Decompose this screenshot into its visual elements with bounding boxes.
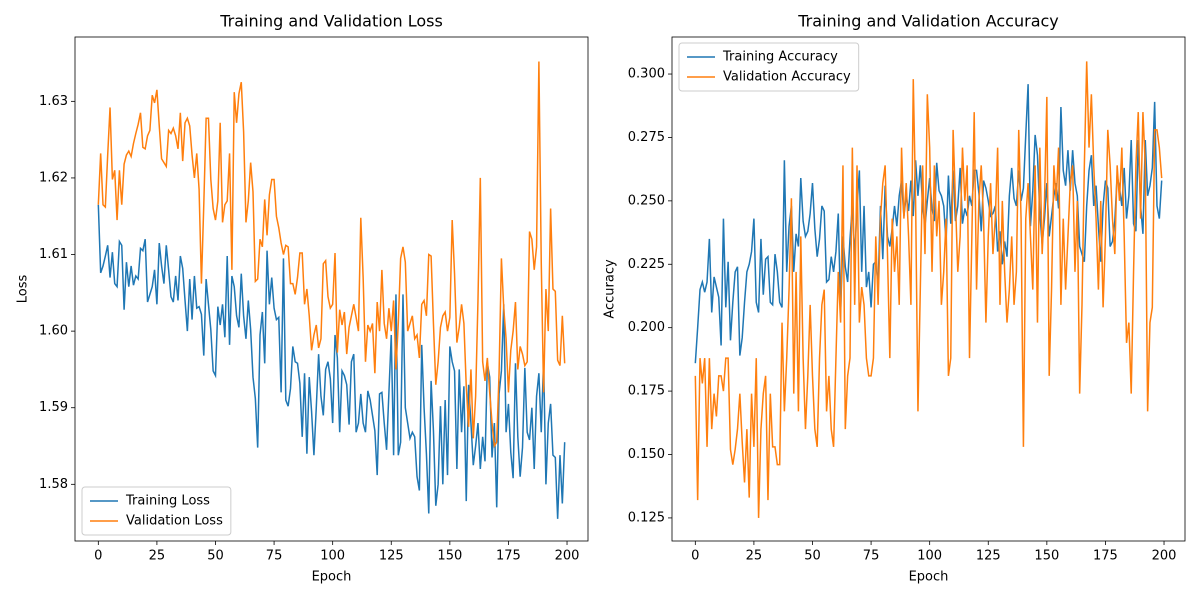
data-line [97, 204, 566, 519]
axes-frame [671, 36, 1186, 542]
legend-label: Validation Accuracy [723, 70, 851, 85]
y-tick-label: 0.225 [628, 257, 665, 272]
legend-label: Validation Loss [126, 514, 223, 529]
y-tick-label: 1.62 [39, 170, 68, 185]
x-tick-label: 125 [379, 549, 404, 564]
x-tick-label: 75 [863, 549, 880, 564]
x-tick-label: 25 [149, 549, 166, 564]
x-tick-label: 200 [555, 549, 580, 564]
x-axis-label: Epoch [312, 570, 352, 585]
x-tick-label: 150 [437, 549, 462, 564]
y-axis-label: Accuracy [603, 259, 618, 319]
x-tick-label: 175 [496, 549, 521, 564]
x-tick-label: 50 [207, 549, 224, 564]
x-tick-label: 0 [691, 549, 699, 564]
y-tick-label: 0.200 [628, 320, 665, 335]
legend-label: Training Loss [125, 494, 210, 509]
x-tick-label: 150 [1034, 549, 1059, 564]
x-tick-label: 175 [1093, 549, 1118, 564]
y-tick-label: 0.300 [628, 67, 665, 82]
chart-title: Training and Validation Accuracy [797, 12, 1059, 31]
data-line [694, 61, 1163, 518]
legend: Training Accuracy Validation Accuracy [678, 42, 860, 92]
x-tick-label: 100 [917, 549, 942, 564]
subplot: Training and Validation Accuracy Epoch Acc… [603, 12, 1186, 585]
y-tick-label: 1.59 [39, 400, 68, 415]
y-tick-label: 1.58 [39, 477, 68, 492]
x-tick-label: 50 [804, 549, 821, 564]
y-tick-label: 1.61 [39, 247, 68, 262]
x-tick-label: 75 [266, 549, 283, 564]
legend-box [678, 42, 860, 92]
y-tick-label: 0.125 [628, 510, 665, 525]
y-axis-label: Loss [16, 275, 31, 304]
x-tick-label: 100 [320, 549, 345, 564]
x-tick-label: 25 [746, 549, 763, 564]
x-axis-label: Epoch [909, 570, 949, 585]
axes-frame [74, 36, 589, 542]
x-tick-label: 125 [976, 549, 1001, 564]
y-tick-label: 1.60 [39, 324, 68, 339]
y-tick-label: 1.63 [39, 94, 68, 109]
data-line [97, 61, 566, 449]
x-tick-label: 0 [94, 549, 102, 564]
chart-title: Training and Validation Loss [219, 12, 443, 31]
legend: Training Loss Validation Loss [81, 486, 232, 536]
data-line [694, 84, 1163, 364]
y-tick-label: 0.175 [628, 384, 665, 399]
legend-label: Training Accuracy [722, 50, 838, 65]
subplot: Training and Validation Loss Epoch Loss 0 25… [16, 12, 589, 585]
x-tick-label: 200 [1152, 549, 1177, 564]
legend-box [81, 486, 232, 536]
y-tick-label: 0.275 [628, 130, 665, 145]
y-tick-label: 0.250 [628, 193, 665, 208]
y-tick-label: 0.150 [628, 447, 665, 462]
